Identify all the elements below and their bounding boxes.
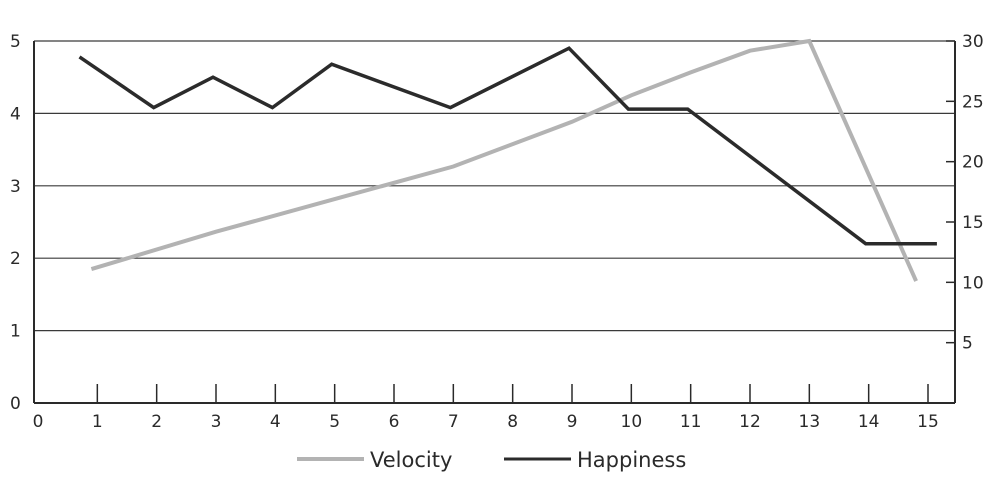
series-line-happiness	[78, 46, 937, 246]
series-lines	[78, 38, 937, 282]
x-tick-label: 9	[567, 412, 578, 432]
y-right-tick-label: 30	[962, 32, 984, 52]
y-left-tick-label: 2	[10, 249, 21, 269]
x-tick-label: 3	[211, 412, 222, 432]
x-tick-label: 7	[448, 412, 459, 432]
axes	[33, 41, 956, 404]
y-right-tick-label: 5	[962, 334, 973, 354]
y-left-tick-label: 1	[10, 322, 21, 342]
x-tick-label: 5	[329, 412, 340, 432]
x-tick-label: 13	[799, 412, 821, 432]
legend-label-velocity: Velocity	[370, 448, 452, 472]
gridlines	[34, 40, 955, 332]
y-right-tick-label: 25	[962, 92, 984, 112]
x-tick-label: 14	[858, 412, 880, 432]
series-line-velocity	[90, 38, 918, 282]
y-left-tick-label: 3	[10, 177, 21, 197]
x-tick-label: 4	[270, 412, 281, 432]
x-tick-label: 2	[151, 412, 162, 432]
x-tick-label: 6	[389, 412, 400, 432]
x-tick-label: 1	[92, 412, 103, 432]
y-right-tick-label: 10	[962, 273, 984, 293]
y-left-tick-label: 0	[10, 394, 21, 414]
legend: Velocity Happiness	[297, 448, 686, 472]
x-tick-label: 0	[33, 412, 44, 432]
x-tick-label: 8	[507, 412, 518, 432]
y-left-tick-label: 5	[10, 32, 21, 52]
legend-label-happiness: Happiness	[577, 448, 686, 472]
x-tick-label: 10	[621, 412, 643, 432]
x-tick-label: 15	[917, 412, 939, 432]
y-left-tick-label: 4	[10, 104, 21, 124]
y-right-tick-label: 20	[962, 153, 984, 173]
x-tick-label: 11	[680, 412, 702, 432]
x-tick-label: 12	[739, 412, 761, 432]
y-right-tick-label: 15	[962, 213, 984, 233]
